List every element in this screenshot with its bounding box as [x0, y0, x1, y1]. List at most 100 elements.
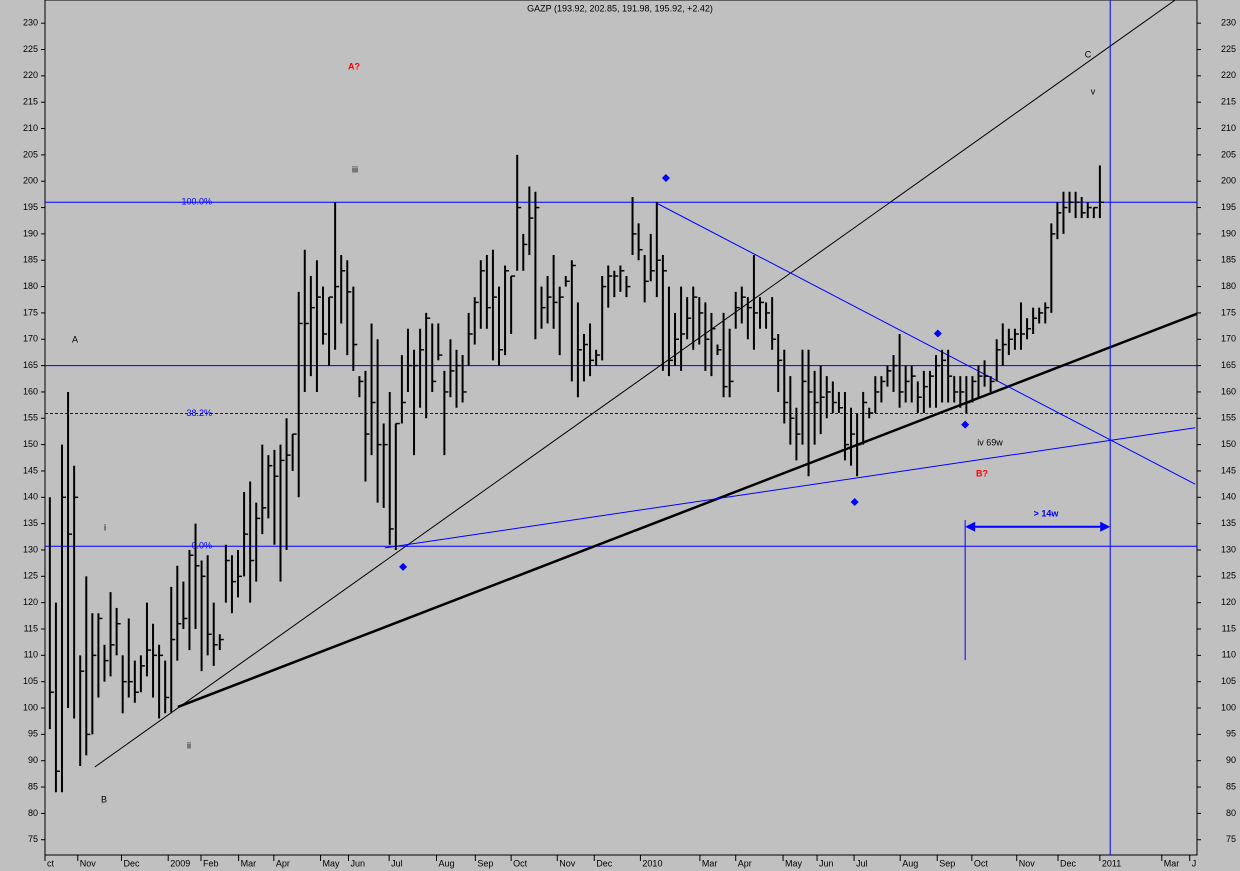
- y-tick-label: 215: [23, 97, 38, 107]
- diamond-marker: [961, 420, 970, 429]
- y-tick-label: 95: [28, 729, 38, 739]
- x-tick-label: 2011: [1102, 858, 1121, 868]
- y-tick-label: 220: [1221, 70, 1236, 80]
- chart-title: GAZP (193.92, 202.85, 191.98, 195.92, +2…: [527, 3, 713, 13]
- x-tick-label: Sep: [939, 858, 955, 868]
- y-tick-label: 105: [23, 676, 38, 686]
- annotation: A: [72, 334, 78, 344]
- y-tick-label: 110: [24, 650, 38, 660]
- y-tick-label: 200: [23, 176, 38, 186]
- trendline: [94, 0, 1176, 768]
- annotation: ii: [187, 740, 191, 750]
- y-tick-label: 210: [1221, 123, 1236, 133]
- x-tick-label: Nov: [1019, 858, 1036, 868]
- y-tick-label: 140: [1221, 492, 1236, 502]
- y-tick-label: 95: [1226, 729, 1236, 739]
- y-tick-label: 85: [28, 781, 38, 791]
- x-tick-label: Sep: [477, 858, 493, 868]
- y-tick-label: 160: [1221, 386, 1236, 396]
- y-tick-label: 105: [1221, 676, 1236, 686]
- y-tick-label: 230: [1221, 18, 1236, 28]
- y-tick-label: 115: [24, 623, 38, 633]
- x-tick-label: Dec: [123, 858, 140, 868]
- y-tick-label: 100: [1221, 702, 1236, 712]
- trendline: [384, 427, 1196, 549]
- y-tick-label: 150: [1221, 439, 1236, 449]
- x-tick-label: Oct: [513, 858, 528, 868]
- y-tick-label: 130: [1221, 544, 1236, 554]
- annotation: iv 69w: [977, 437, 1003, 447]
- y-tick-label: 210: [23, 123, 38, 133]
- y-tick-label: 190: [23, 228, 38, 238]
- annotation: > 14w: [1034, 508, 1060, 518]
- y-tick-label: 150: [23, 439, 38, 449]
- x-tick-label: Nov: [80, 858, 97, 868]
- y-tick-label: 110: [1222, 650, 1236, 660]
- x-tick-label: ct: [47, 858, 55, 868]
- annotation: i: [104, 522, 106, 532]
- plot-area: [44, 0, 1198, 856]
- annotation: iii: [352, 164, 358, 174]
- y-tick-label: 225: [1221, 44, 1236, 54]
- x-tick-label: Aug: [902, 858, 918, 868]
- y-tick-label: 165: [23, 360, 38, 370]
- level-label: 38.2%: [186, 408, 212, 418]
- x-tick-label: May: [785, 858, 803, 868]
- diamond-marker: [850, 498, 859, 507]
- x-tick-label: Aug: [438, 858, 454, 868]
- x-tick-label: Apr: [738, 858, 752, 868]
- y-tick-label: 215: [1221, 97, 1236, 107]
- x-tick-label: Mar: [1164, 858, 1180, 868]
- y-tick-label: 100: [23, 702, 38, 712]
- y-tick-label: 200: [1221, 176, 1236, 186]
- x-tick-label: Nov: [559, 858, 576, 868]
- y-tick-label: 225: [23, 44, 38, 54]
- y-tick-label: 75: [28, 834, 38, 844]
- y-tick-label: 220: [23, 70, 38, 80]
- annotation: C: [1085, 49, 1092, 59]
- y-tick-label: 140: [23, 492, 38, 502]
- x-tick-label: Jun: [350, 858, 365, 868]
- diamond-marker: [661, 174, 670, 183]
- y-tick-label: 170: [23, 334, 38, 344]
- y-tick-label: 165: [1221, 360, 1236, 370]
- y-tick-label: 80: [28, 808, 38, 818]
- x-tick-label: Jun: [819, 858, 834, 868]
- y-tick-label: 125: [1221, 571, 1236, 581]
- y-tick-label: 175: [23, 307, 38, 317]
- y-tick-label: 160: [23, 386, 38, 396]
- x-tick-label: Mar: [702, 858, 718, 868]
- annotation: B: [101, 794, 107, 804]
- x-tick-label: Dec: [1060, 858, 1077, 868]
- y-tick-label: 180: [23, 281, 38, 291]
- y-tick-label: 155: [1221, 413, 1236, 423]
- y-tick-label: 135: [23, 518, 38, 528]
- y-tick-label: 120: [23, 597, 38, 607]
- x-tick-label: Apr: [276, 858, 290, 868]
- x-tick-label: Jul: [856, 858, 868, 868]
- y-tick-label: 120: [1221, 597, 1236, 607]
- y-tick-label: 185: [1221, 255, 1236, 265]
- trendline: [177, 312, 1197, 709]
- annotation: A?: [348, 61, 360, 71]
- arrow-head: [1100, 521, 1111, 532]
- y-tick-label: 205: [23, 149, 38, 159]
- y-tick-label: 190: [1221, 228, 1236, 238]
- y-tick-label: 170: [1221, 334, 1236, 344]
- x-tick-label: 2009: [170, 858, 190, 868]
- y-tick-label: 155: [23, 413, 38, 423]
- diamond-marker: [933, 329, 942, 338]
- level-label: 100.0%: [181, 197, 212, 207]
- y-tick-label: 230: [23, 18, 38, 28]
- y-tick-label: 195: [1221, 202, 1236, 212]
- y-tick-label: 135: [1221, 518, 1236, 528]
- x-tick-label: Mar: [241, 858, 257, 868]
- y-tick-label: 180: [1221, 281, 1236, 291]
- diamond-marker: [399, 562, 408, 571]
- x-tick-label: Oct: [974, 858, 989, 868]
- y-tick-label: 85: [1226, 781, 1236, 791]
- y-tick-label: 130: [23, 544, 38, 554]
- arrow-head: [965, 521, 976, 532]
